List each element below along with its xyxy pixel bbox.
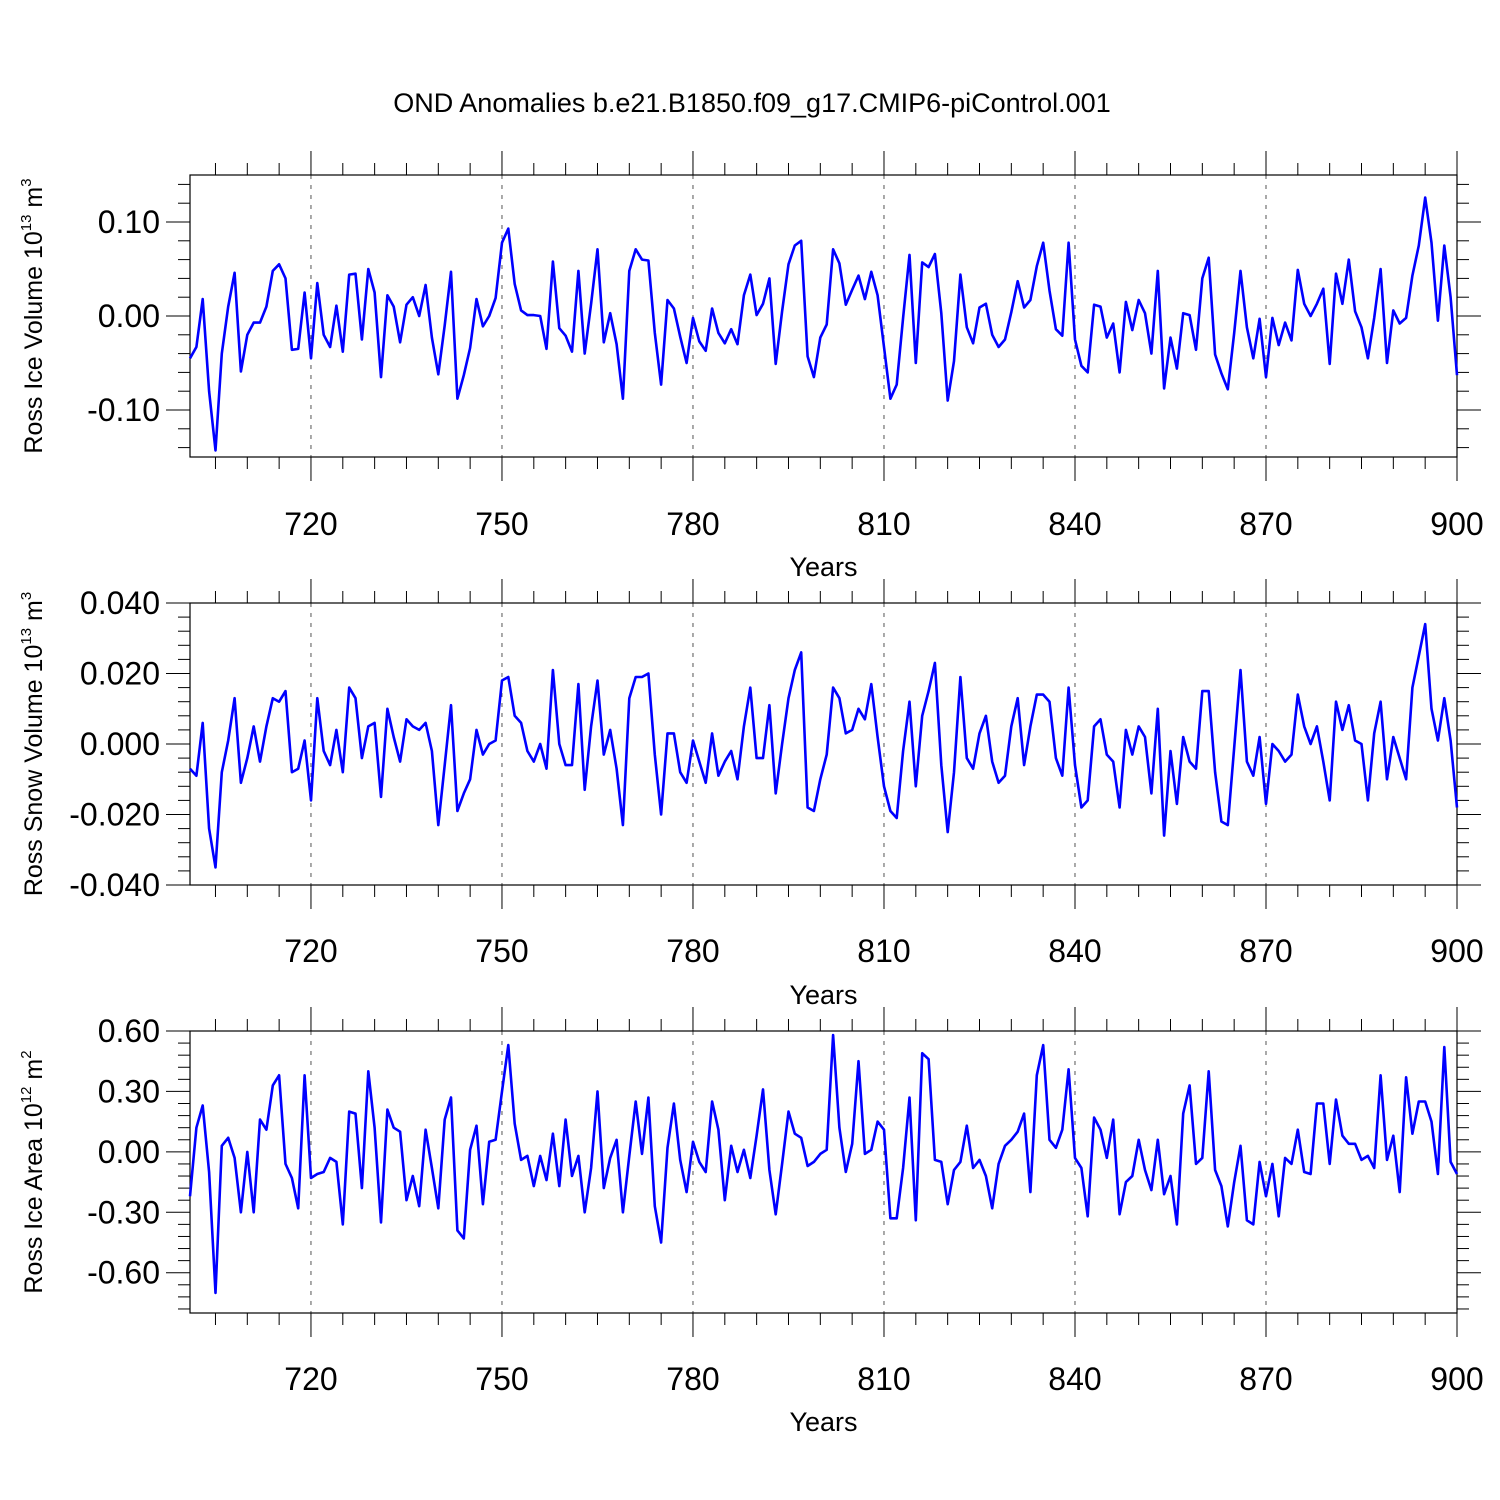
x-axis-label: Years: [789, 980, 857, 1010]
figure-title: OND Anomalies b.e21.B1850.f09_g17.CMIP6-…: [393, 88, 1110, 118]
x-axis-label: Years: [789, 552, 857, 582]
panel-3: 720 750 780 810 840 870 900 0.60 0.30 0.00 -0.30 -0…: [18, 1007, 1484, 1437]
x-tick-label: 900: [1430, 1361, 1483, 1397]
x-tick-label: 780: [666, 1361, 719, 1397]
x-tick-label: 780: [666, 933, 719, 969]
y-tick-label: 0.30: [98, 1073, 160, 1109]
y-tick-label: 0.00: [98, 1134, 160, 1170]
y-tick-label: -0.30: [87, 1194, 160, 1230]
x-tick-label: 840: [1048, 506, 1101, 542]
y-tick-label: 0.60: [98, 1013, 160, 1049]
plot-frame: [189, 602, 1458, 886]
panels: 720 750 780 810 840 870 900 0.10 0.00 -0.10 Years R…: [18, 151, 1484, 1437]
y-tick-label: 0.040: [80, 585, 160, 621]
x-tick-label: 750: [475, 933, 528, 969]
x-tick-label: 900: [1430, 506, 1483, 542]
x-tick-label: 810: [857, 506, 910, 542]
x-axis-label: Years: [789, 1407, 857, 1437]
x-tick-label: 870: [1239, 933, 1292, 969]
y-axis-label: Ross Snow Volume 1013 m3: [18, 592, 48, 896]
x-tick-label: 750: [475, 1361, 528, 1397]
x-tick-label: 720: [284, 933, 337, 969]
x-tick-label: 810: [857, 1361, 910, 1397]
y-axis-label: Ross Ice Area 1012 m2: [18, 1050, 48, 1293]
y-tick-label: 0.10: [98, 204, 160, 240]
x-tick-label: 720: [284, 1361, 337, 1397]
x-tick-label: 900: [1430, 933, 1483, 969]
y-axis-label: Ross Ice Volume 1013 m3: [18, 178, 48, 453]
y-tick-label: 0.020: [80, 656, 160, 692]
x-tick-label: 840: [1048, 1361, 1101, 1397]
y-tick-label: -0.60: [87, 1255, 160, 1291]
y-tick-label: -0.040: [69, 867, 160, 903]
plot-frame: [189, 174, 1458, 458]
y-tick-label: 0.00: [98, 298, 160, 334]
x-tick-label: 870: [1239, 1361, 1292, 1397]
series-line: [189, 622, 1459, 869]
x-tick-label: 810: [857, 933, 910, 969]
y-tick-label: -0.10: [87, 392, 160, 428]
y-tick-label: 0.000: [80, 726, 160, 762]
x-tick-label: 750: [475, 506, 528, 542]
panel-2: 720 750 780 810 840 870 900 0.040 0.020 0.000 -0.0…: [18, 579, 1484, 1010]
series-line: [188, 196, 1459, 452]
panel-1: 720 750 780 810 840 870 900 0.10 0.00 -0.10 Years R…: [18, 151, 1484, 582]
x-tick-label: 780: [666, 506, 719, 542]
series-line: [188, 1033, 1459, 1295]
x-tick-label: 720: [284, 506, 337, 542]
x-tick-label: 840: [1048, 933, 1101, 969]
y-tick-label: -0.020: [69, 797, 160, 833]
x-tick-label: 870: [1239, 506, 1292, 542]
